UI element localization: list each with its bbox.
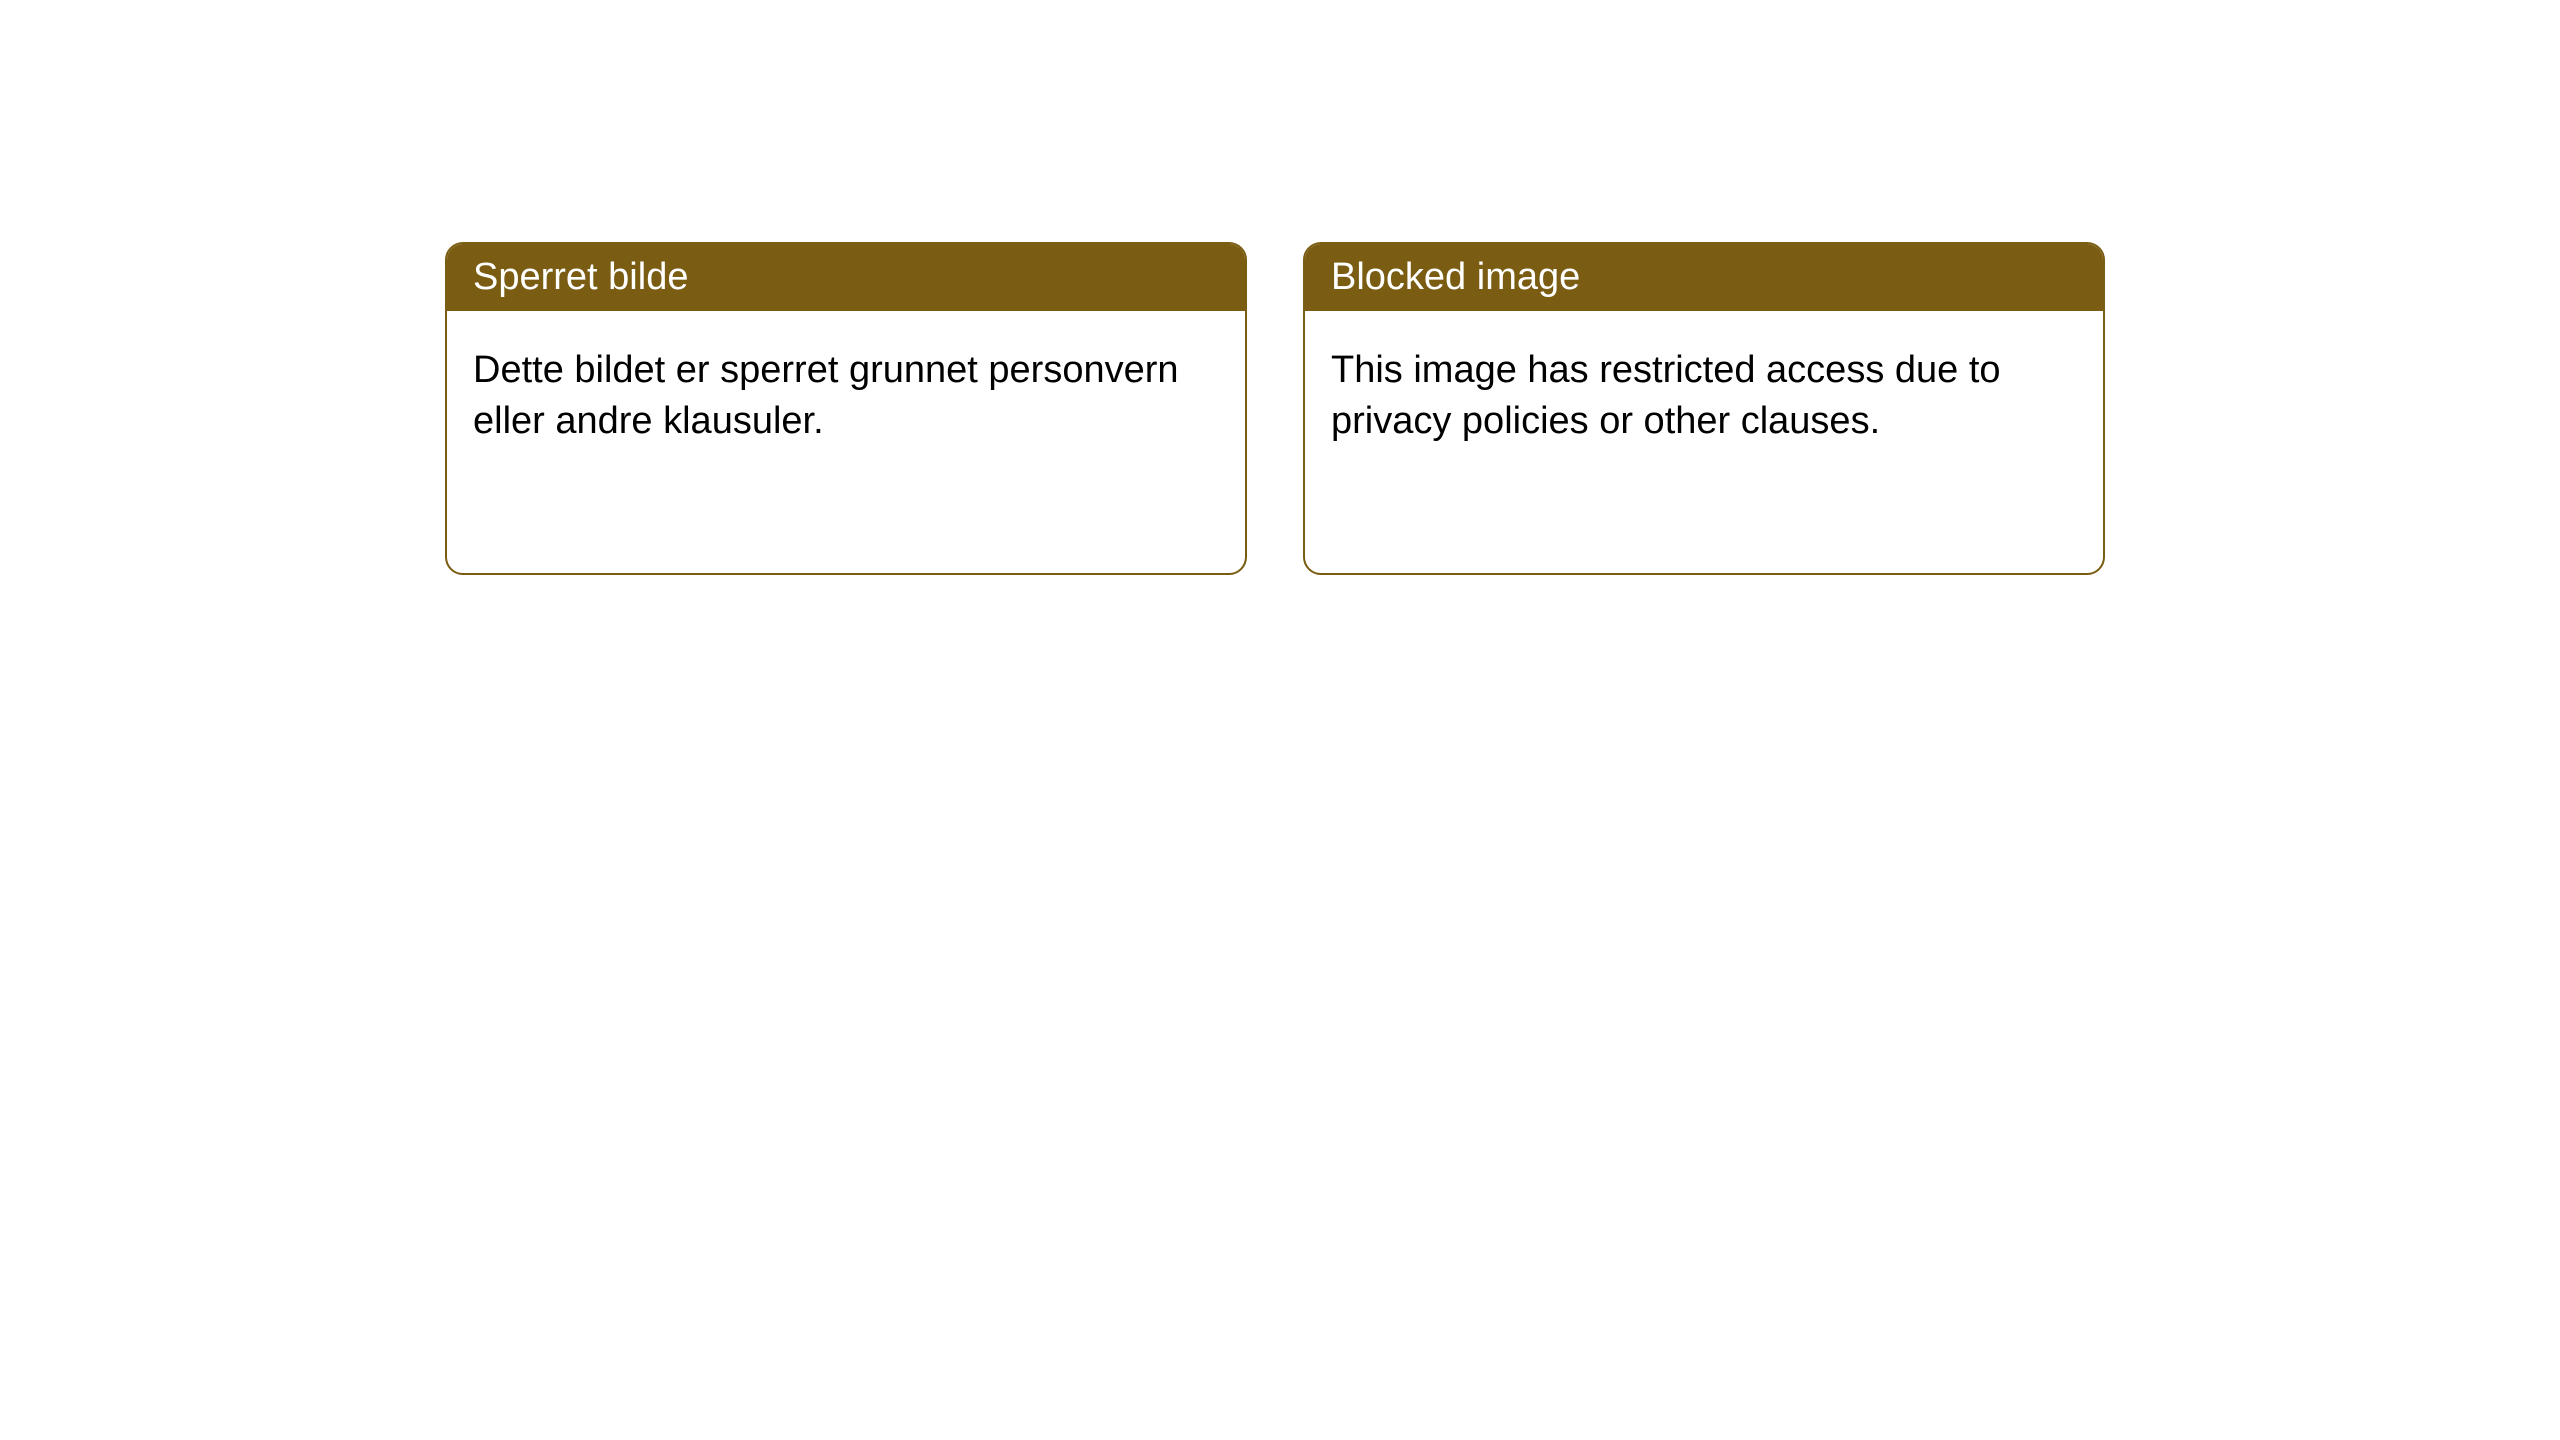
notice-container: Sperret bilde Dette bildet er sperret gr…	[0, 0, 2560, 575]
notice-card-english: Blocked image This image has restricted …	[1303, 242, 2105, 575]
card-header: Sperret bilde	[447, 244, 1245, 311]
card-body-text: Dette bildet er sperret grunnet personve…	[473, 349, 1179, 442]
card-title: Blocked image	[1331, 256, 1580, 298]
card-header: Blocked image	[1305, 244, 2103, 311]
card-body-text: This image has restricted access due to …	[1331, 349, 2001, 442]
card-title: Sperret bilde	[473, 256, 688, 298]
notice-card-norwegian: Sperret bilde Dette bildet er sperret gr…	[445, 242, 1247, 575]
card-body: Dette bildet er sperret grunnet personve…	[447, 311, 1245, 482]
card-body: This image has restricted access due to …	[1305, 311, 2103, 482]
